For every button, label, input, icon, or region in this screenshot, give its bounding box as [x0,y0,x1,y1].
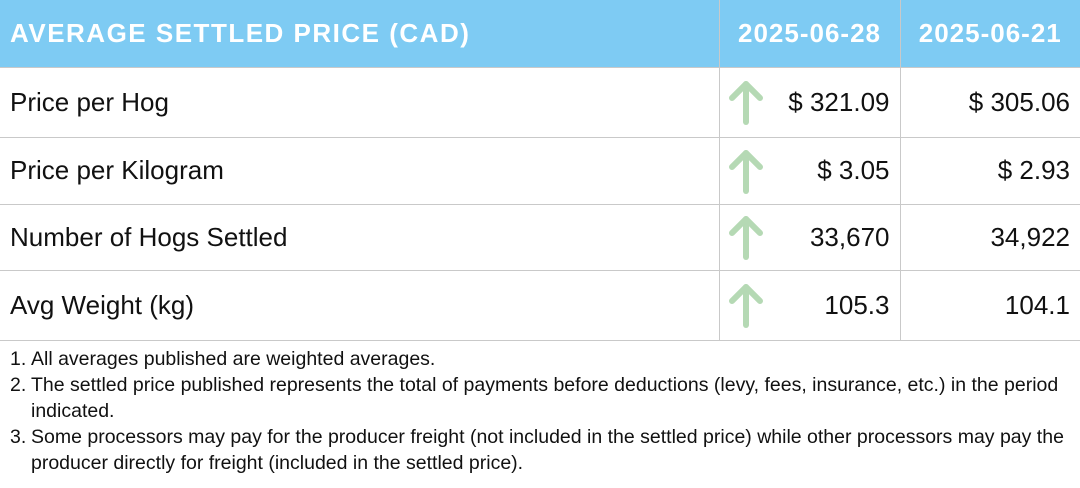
current-value-cell: $ 321.09 [719,67,901,138]
footnote-text: Some processors may pay for the producer… [31,426,1064,474]
table-row: Number of Hogs Settled 33,670 34,922 [0,204,1080,271]
current-date-header: 2025-06-28 [719,0,901,68]
footnote-number: 3. [10,426,27,448]
previous-value: 34,922 [900,204,1080,271]
up-arrow-icon [728,284,763,328]
table-row: Avg Weight (kg) 105.3 104.1 [0,270,1080,341]
row-label: Price per Kilogram [0,137,720,205]
settled-price-table: AVERAGE SETTLED PRICE (CAD) 2025-06-28 2… [0,0,1080,341]
table-row: Price per Kilogram $ 3.05 $ 2.93 [0,137,1080,205]
up-arrow-icon [728,149,763,194]
footnote-number: 2. [10,374,27,396]
up-arrow-icon [728,216,763,260]
previous-date-header: 2025-06-21 [900,0,1080,68]
current-value-cell: 105.3 [719,270,901,341]
row-label: Avg Weight (kg) [0,270,720,341]
footnote-item: 1. All averages published are weighted a… [10,346,1070,372]
current-value-cell: $ 3.05 [719,137,901,205]
up-arrow-icon [728,81,763,125]
footnote-item: 3. Some processors may pay for the produ… [10,424,1070,476]
current-value-cell: 33,670 [719,204,901,271]
previous-value: $ 2.93 [900,137,1080,205]
previous-value: $ 305.06 [900,67,1080,138]
footnote-text: The settled price published represents t… [31,374,1059,422]
footnote-item: 2. The settled price published represent… [10,372,1070,424]
table-row: Price per Hog $ 321.09 $ 305.06 [0,67,1080,138]
row-label: Number of Hogs Settled [0,204,720,271]
row-label: Price per Hog [0,67,720,138]
table-header-row: AVERAGE SETTLED PRICE (CAD) 2025-06-28 2… [0,0,1080,68]
current-value: 105.3 [824,289,890,320]
current-value: 33,670 [809,221,890,252]
current-value: $ 321.09 [788,86,890,117]
footnotes-list: 1. All averages published are weighted a… [10,346,1070,476]
table-title: AVERAGE SETTLED PRICE (CAD) [0,0,720,68]
previous-value: 104.1 [900,270,1080,341]
footnote-text: All averages published are weighted aver… [31,348,436,370]
current-value: $ 3.05 [817,155,890,185]
footnote-number: 1. [10,348,27,370]
